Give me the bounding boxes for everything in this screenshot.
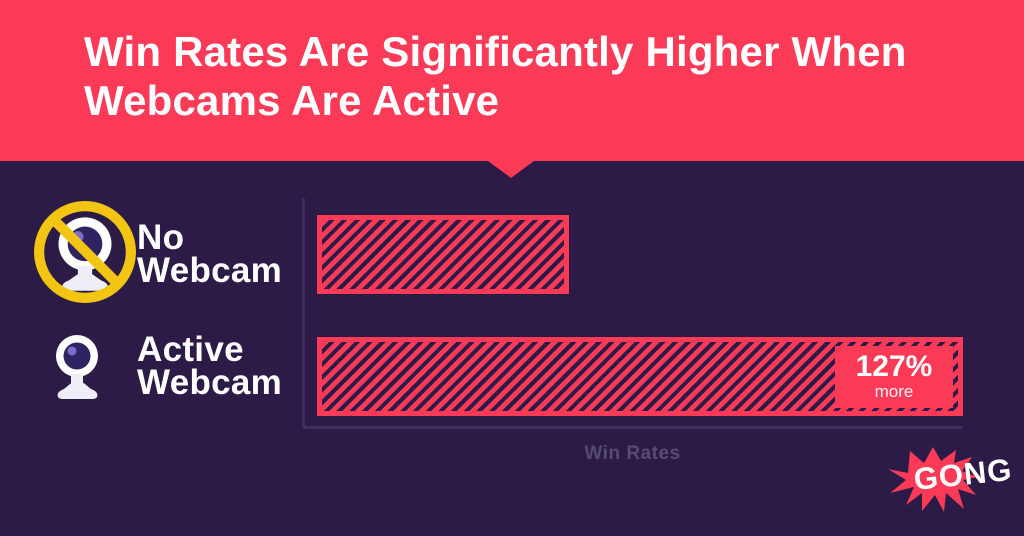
gong-logo: GONG <box>880 440 1024 536</box>
bar-no-webcam <box>317 215 569 294</box>
chart-y-axis-line <box>302 198 305 428</box>
page-title-line-1: Win Rates Are Significantly Higher When <box>84 28 907 75</box>
row-label-active-webcam: Active Webcam <box>137 330 283 402</box>
page-title-line-2: Webcams Are Active <box>84 77 500 124</box>
row-label-no-webcam-line1: No <box>137 218 185 257</box>
badge-suffix: more <box>874 382 914 401</box>
gong-starburst-icon <box>888 447 978 512</box>
row-label-no-webcam: No Webcam <box>137 218 283 290</box>
webcam-icon <box>49 334 107 404</box>
row-label-active-webcam-line1: Active <box>137 330 244 369</box>
x-axis-label: Win Rates <box>584 443 681 464</box>
row-label-no-webcam-line2: Webcam <box>137 251 283 290</box>
chart-x-axis-line <box>302 426 963 429</box>
header-pointer-triangle <box>488 161 534 178</box>
percent-more-badge: 127% more <box>835 345 953 408</box>
bar-active-webcam: 127% more <box>317 337 963 416</box>
row-label-active-webcam-line2: Webcam <box>137 363 283 402</box>
badge-value: 127% <box>855 350 933 383</box>
no-webcam-icon <box>32 199 138 305</box>
page-title: Win Rates Are Significantly Higher When … <box>84 27 907 125</box>
bar-track: 127% more <box>317 0 963 536</box>
header-banner: Win Rates Are Significantly Higher When … <box>0 0 1024 161</box>
